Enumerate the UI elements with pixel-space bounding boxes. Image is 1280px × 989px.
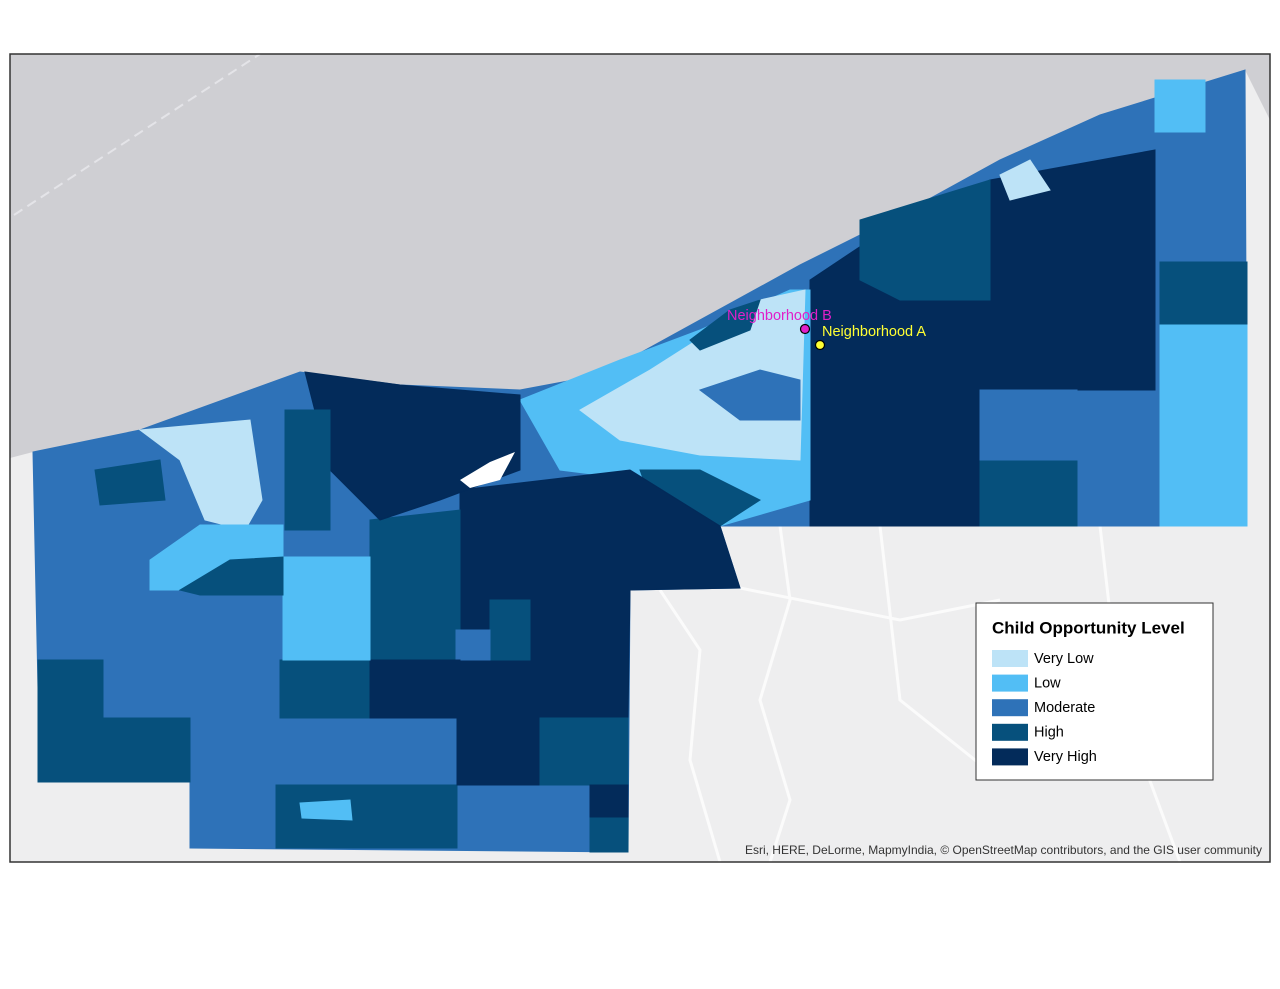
neighborhood-markers: Neighborhood B Neighborhood A: [727, 308, 926, 351]
tract: [455, 629, 491, 661]
legend-label: Very Low: [1034, 651, 1094, 667]
legend: Child Opportunity Level Very Low Low Moder…: [975, 602, 1214, 781]
neighborhood-label: Neighborhood B: [727, 308, 832, 324]
tract: [94, 459, 166, 506]
legend-label: Very High: [1034, 749, 1097, 765]
roads: [658, 525, 1182, 863]
neighborhood-point: [799, 323, 811, 335]
tract: [102, 717, 191, 783]
tract: [284, 409, 331, 531]
tract: [859, 179, 991, 301]
legend-swatch: [992, 650, 1028, 667]
tract: [979, 389, 1078, 461]
tracts: [32, 69, 1248, 853]
tract: [279, 659, 371, 719]
boundary-line: [13, 53, 261, 216]
tract: [589, 817, 629, 853]
legend-swatch: [992, 699, 1028, 717]
tract: [299, 799, 353, 821]
legend-swatch: [992, 748, 1028, 766]
attribution: Esri, HERE, DeLorme, MapmyIndia, © OpenS…: [745, 843, 1262, 857]
tract: [1154, 79, 1206, 133]
tract: [37, 659, 104, 783]
map-frame: [9, 53, 1271, 863]
tract: [282, 556, 371, 661]
tract: [1159, 261, 1248, 326]
neighborhood-label: Neighborhood A: [822, 324, 926, 340]
lake: [10, 54, 1270, 458]
legend-swatch: [992, 723, 1028, 741]
neighborhood-point: [814, 339, 826, 351]
tract: [698, 369, 801, 421]
tract: [589, 784, 629, 819]
tract: [369, 659, 461, 719]
tract: [999, 159, 1051, 201]
tract: [489, 599, 531, 661]
legend-label: Low: [1034, 675, 1061, 691]
legend-label: Moderate: [1034, 700, 1095, 716]
legend-title: Child Opportunity Level: [992, 618, 1185, 637]
tract: [456, 717, 541, 786]
legend-swatch: [992, 674, 1028, 692]
tract: [178, 556, 284, 596]
tract: [689, 299, 761, 351]
legend-label: High: [1034, 725, 1064, 741]
tract: [539, 717, 629, 786]
tract: [1159, 324, 1248, 527]
empty-tract: [460, 452, 515, 488]
tract: [979, 459, 1078, 527]
